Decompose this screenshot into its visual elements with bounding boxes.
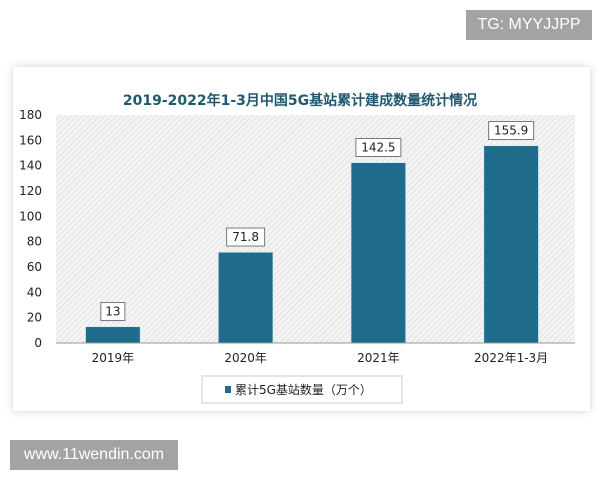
x-tick-label: 2022年1-3月 xyxy=(474,351,548,365)
data-label: 142.5 xyxy=(361,141,395,155)
y-tick-label: 0 xyxy=(34,336,42,350)
legend-label: 累计5G基站数量（万个） xyxy=(235,382,372,397)
watermark-top: TG: MYYJJPP xyxy=(466,10,592,40)
legend: 累计5G基站数量（万个） xyxy=(201,375,403,404)
x-tick-label: 2021年 xyxy=(357,351,400,365)
data-label: 155.9 xyxy=(494,124,528,138)
y-tick-label: 160 xyxy=(19,133,42,147)
y-tick-label: 100 xyxy=(19,209,42,223)
bar xyxy=(350,162,407,344)
x-tick-label: 2019年 xyxy=(92,351,135,365)
data-label-box xyxy=(226,227,266,247)
data-label: 71.8 xyxy=(232,230,259,244)
bar xyxy=(84,326,141,344)
bar xyxy=(483,145,540,344)
y-tick-label: 140 xyxy=(19,159,42,173)
chart-title: 2019-2022年1-3月中国5G基站累计建成数量统计情况 xyxy=(123,92,477,109)
legend-swatch xyxy=(225,386,231,393)
y-tick-label: 120 xyxy=(19,184,42,198)
data-label-box xyxy=(355,138,402,157)
data-label-box xyxy=(488,121,535,141)
data-label-box xyxy=(100,302,126,322)
x-tick-label: 2020年 xyxy=(224,351,267,365)
data-label: 13 xyxy=(105,305,120,319)
y-tick-label: 180 xyxy=(19,108,42,122)
y-tick-label: 40 xyxy=(27,285,42,299)
y-tick-label: 80 xyxy=(27,235,42,249)
y-tick-label: 60 xyxy=(27,260,42,274)
bar xyxy=(217,251,274,344)
y-tick-label: 20 xyxy=(27,311,42,325)
watermark-bottom: www.11wendin.com xyxy=(10,440,178,470)
